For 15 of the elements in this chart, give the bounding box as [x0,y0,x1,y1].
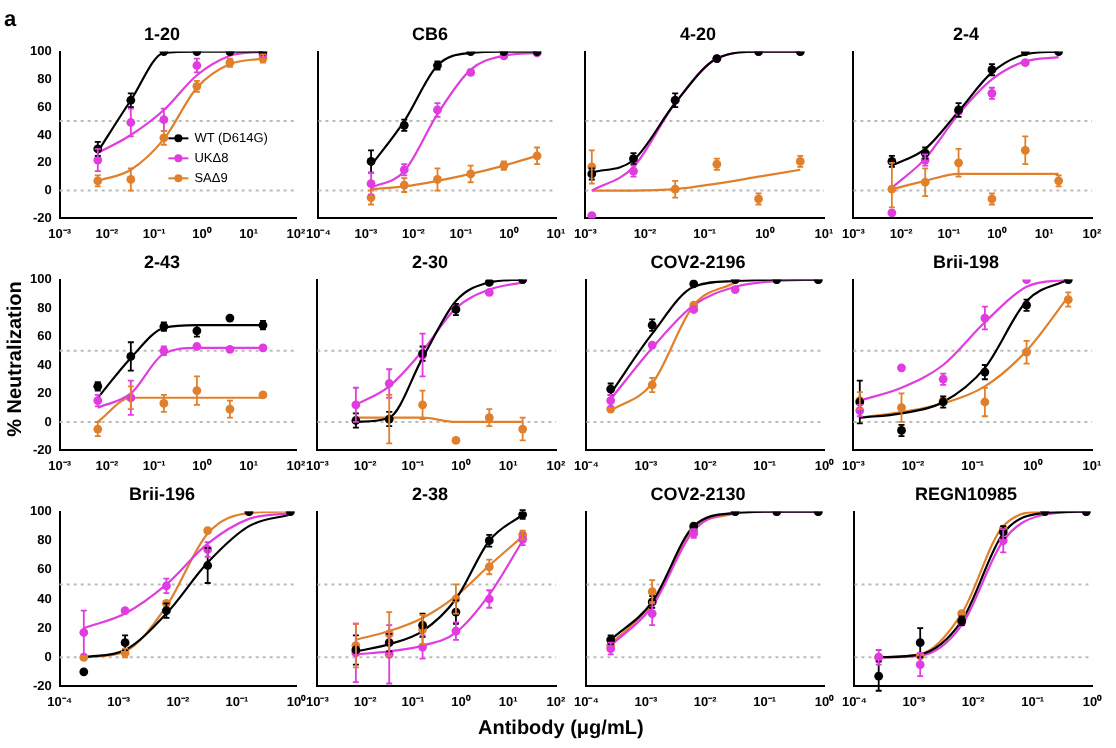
chart-title: Brii-198 [932,251,1000,272]
chart-title: COV2-2130 [650,483,746,504]
chart-title: Brii-196 [128,483,196,504]
chart-title: CB6 [411,23,449,44]
chart-title: 1-20 [143,23,181,44]
x-axis-title: Antibody (μg/mL) [478,718,644,740]
chart-title: 2-30 [411,251,449,272]
chart-title: COV2-2196 [650,251,746,272]
text: a [4,8,17,32]
chart-title: 2-38 [411,483,449,504]
chart-title: REGN10985 [914,483,1018,504]
y-axis-title: % Neutralization [5,279,27,441]
chart-title: 2-4 [952,23,980,44]
chart-title: 2-43 [143,251,181,272]
chart-title: 4-20 [679,23,717,44]
